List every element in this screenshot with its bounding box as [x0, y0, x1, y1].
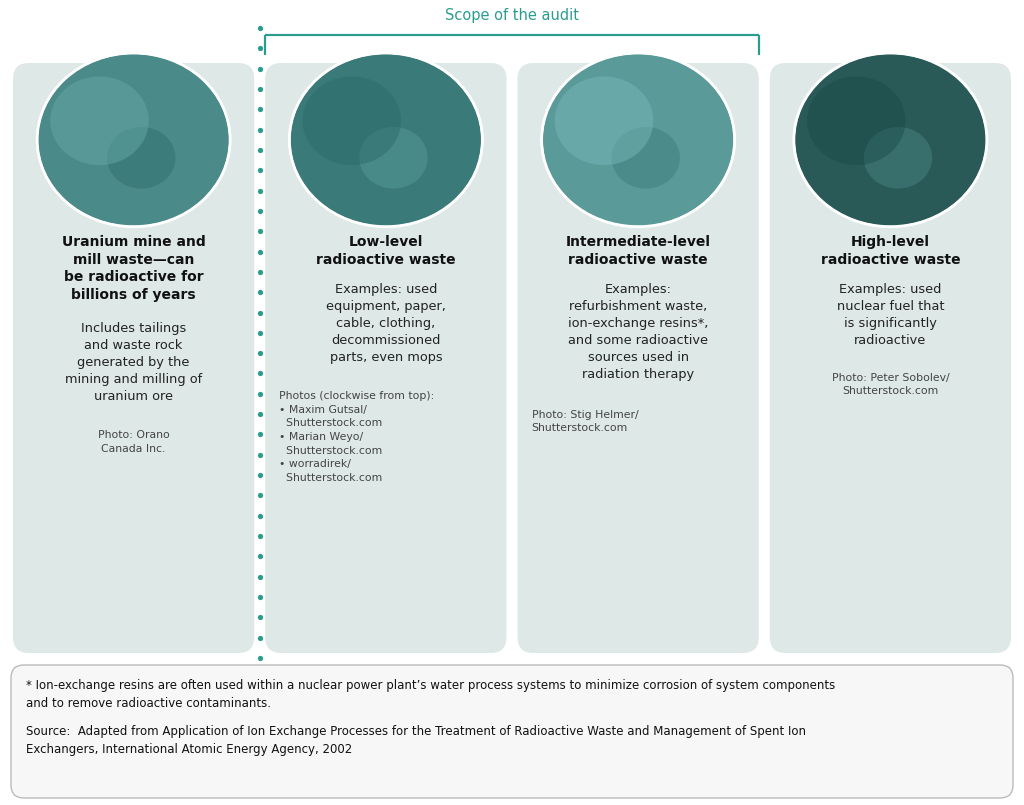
- FancyBboxPatch shape: [770, 63, 1011, 653]
- Ellipse shape: [555, 76, 653, 165]
- Text: Source:  Adapted from Application of Ion Exchange Processes for the Treatment of: Source: Adapted from Application of Ion …: [26, 725, 806, 756]
- Ellipse shape: [611, 127, 680, 188]
- Text: Examples:
refurbishment waste,
ion-exchange resins*,
and some radioactive
source: Examples: refurbishment waste, ion-excha…: [568, 283, 709, 381]
- Ellipse shape: [37, 53, 230, 227]
- FancyBboxPatch shape: [517, 63, 759, 653]
- Text: Low-level
radioactive waste: Low-level radioactive waste: [316, 235, 456, 266]
- Ellipse shape: [359, 127, 428, 188]
- Ellipse shape: [794, 53, 987, 227]
- Text: Examples: used
equipment, paper,
cable, clothing,
decommissioned
parts, even mop: Examples: used equipment, paper, cable, …: [326, 283, 445, 364]
- Text: Scope of the audit: Scope of the audit: [445, 8, 579, 23]
- Ellipse shape: [323, 68, 430, 165]
- Text: Uranium mine and
mill waste—can
be radioactive for
billions of years: Uranium mine and mill waste—can be radio…: [61, 235, 206, 302]
- Ellipse shape: [302, 76, 401, 165]
- Ellipse shape: [108, 127, 175, 188]
- Ellipse shape: [807, 76, 905, 165]
- Text: Examples: used
nuclear fuel that
is significantly
radioactive: Examples: used nuclear fuel that is sign…: [837, 283, 944, 347]
- Ellipse shape: [574, 68, 682, 165]
- Text: Photo: Peter Sobolev/
Shutterstock.com: Photo: Peter Sobolev/ Shutterstock.com: [831, 373, 949, 396]
- FancyBboxPatch shape: [11, 665, 1013, 798]
- Text: Photo: Stig Helmer/
Shutterstock.com: Photo: Stig Helmer/ Shutterstock.com: [531, 410, 638, 433]
- Ellipse shape: [827, 68, 934, 165]
- FancyBboxPatch shape: [265, 63, 507, 653]
- Text: * Ion-exchange resins are often used within a nuclear power plant’s water proces: * Ion-exchange resins are often used wit…: [26, 679, 836, 710]
- FancyBboxPatch shape: [13, 63, 254, 653]
- Ellipse shape: [71, 68, 177, 165]
- Text: Includes tailings
and waste rock
generated by the
mining and milling of
uranium : Includes tailings and waste rock generat…: [65, 322, 203, 402]
- Text: Photo: Orano
Canada Inc.: Photo: Orano Canada Inc.: [97, 430, 170, 454]
- Text: Photos (clockwise from top):
• Maxim Gutsal/
  Shutterstock.com
• Marian Weyo/
 : Photos (clockwise from top): • Maxim Gut…: [280, 391, 434, 483]
- Ellipse shape: [290, 53, 482, 227]
- Ellipse shape: [864, 127, 932, 188]
- Ellipse shape: [50, 76, 148, 165]
- Ellipse shape: [542, 53, 734, 227]
- Text: Intermediate-level
radioactive waste: Intermediate-level radioactive waste: [565, 235, 711, 266]
- Text: High-level
radioactive waste: High-level radioactive waste: [820, 235, 961, 266]
